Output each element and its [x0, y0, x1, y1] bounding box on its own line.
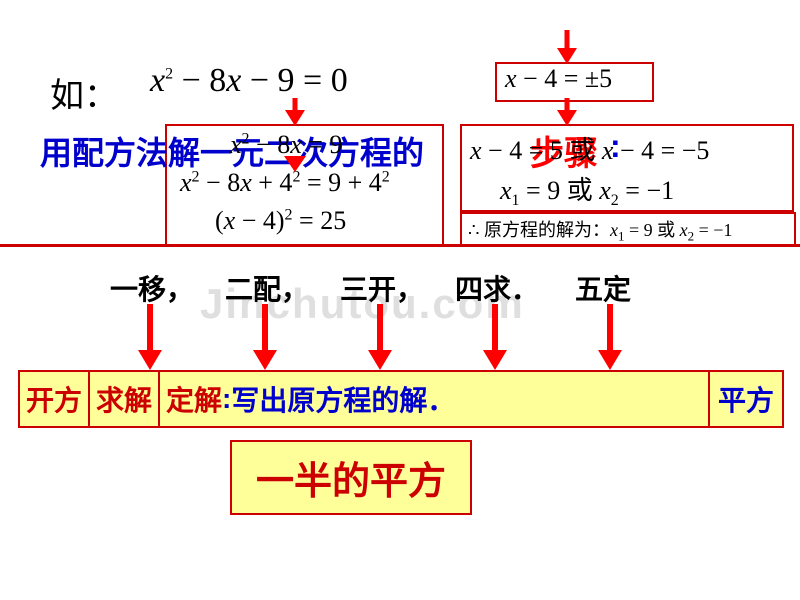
- arrow-down-icon: [280, 152, 310, 172]
- step-5: 五定: [575, 268, 631, 308]
- bottom-colon: :: [222, 383, 231, 415]
- arrow-down-icon: [365, 304, 395, 370]
- arrow-down-icon: [595, 304, 625, 370]
- step-2: 二配，: [225, 268, 309, 308]
- bottom-tail: 平方: [710, 379, 782, 419]
- arrow-down-icon: [250, 304, 280, 370]
- arrow-down-icon: [552, 98, 582, 126]
- step-4: 四求．: [455, 268, 539, 308]
- bottom-b2: 求解: [90, 379, 158, 419]
- half-box: 一半的平方: [230, 440, 472, 515]
- eq-r3: ∴ 原方程的解为：x1 = 9 或 x2 = −1: [468, 216, 732, 245]
- eq-r1: x − 4 = 5 或 x − 4 = −5: [470, 130, 709, 167]
- arrow-down-icon: [280, 98, 310, 126]
- arrow-down-icon: [135, 304, 165, 370]
- step-3: 三开，: [340, 268, 424, 308]
- bottom-desc: 写出原方程的解．: [231, 379, 455, 419]
- eq-right-top: x − 4 = ±5: [505, 64, 612, 94]
- eq-l3: (x − 4)2 = 25: [215, 206, 346, 236]
- bottom-b1: 开方: [20, 379, 88, 419]
- header-prefix: 如：: [50, 68, 118, 117]
- arrow-down-icon: [480, 304, 510, 370]
- arrow-down-icon: [552, 30, 582, 64]
- eq-l2: x2 − 8x + 42 = 9 + 42: [180, 168, 390, 198]
- yellow-row: 开方 求解 定解 : 写出原方程的解． 平方: [18, 370, 784, 428]
- header-equation: x2 − 8x − 9 = 0: [150, 62, 348, 100]
- step-1: 一移，: [110, 268, 194, 308]
- bottom-b3: 定解: [160, 379, 222, 419]
- eq-r2: x1 = 9 或 x2 = −1: [500, 170, 674, 210]
